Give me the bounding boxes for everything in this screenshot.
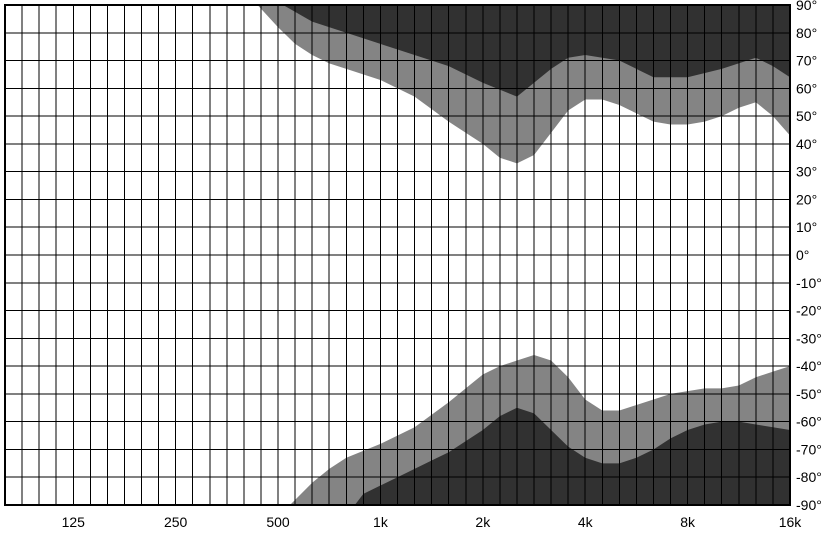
y-tick-label: -80°: [796, 469, 822, 485]
y-tick-label: 50°: [796, 108, 817, 124]
y-tick-label: -40°: [796, 358, 822, 374]
y-tick-label: -30°: [796, 330, 822, 346]
y-tick-label: 40°: [796, 136, 817, 152]
y-tick-label: 70°: [796, 53, 817, 69]
x-tick-label: 250: [164, 514, 188, 530]
y-tick-label: -90°: [796, 497, 822, 513]
x-tick-label: 2k: [475, 514, 491, 530]
x-tick-label: 1k: [373, 514, 389, 530]
x-tick-label: 500: [266, 514, 290, 530]
y-tick-label: -50°: [796, 386, 822, 402]
x-tick-label: 4k: [578, 514, 594, 530]
y-tick-label: 10°: [796, 219, 817, 235]
x-tick-label: 8k: [680, 514, 696, 530]
x-tick-label: 125: [62, 514, 86, 530]
y-tick-label: 20°: [796, 191, 817, 207]
x-tick-label: 16k: [779, 514, 803, 530]
y-tick-label: 0°: [796, 247, 809, 263]
y-tick-label: 90°: [796, 0, 817, 13]
contour-chart: 90° 80° 70° 60° 50° 40° 30° 20° 10° 0° -10° -20° -30…: [0, 0, 837, 538]
y-tick-label: 80°: [796, 25, 817, 41]
y-tick-label: -60°: [796, 414, 822, 430]
y-tick-label: -70°: [796, 441, 822, 457]
y-tick-label: 30°: [796, 164, 817, 180]
y-tick-label: -20°: [796, 303, 822, 319]
y-tick-label: -10°: [796, 275, 822, 291]
chart-container: 90° 80° 70° 60° 50° 40° 30° 20° 10° 0° -10° -20° -30…: [0, 0, 837, 538]
y-tick-label: 60°: [796, 80, 817, 96]
